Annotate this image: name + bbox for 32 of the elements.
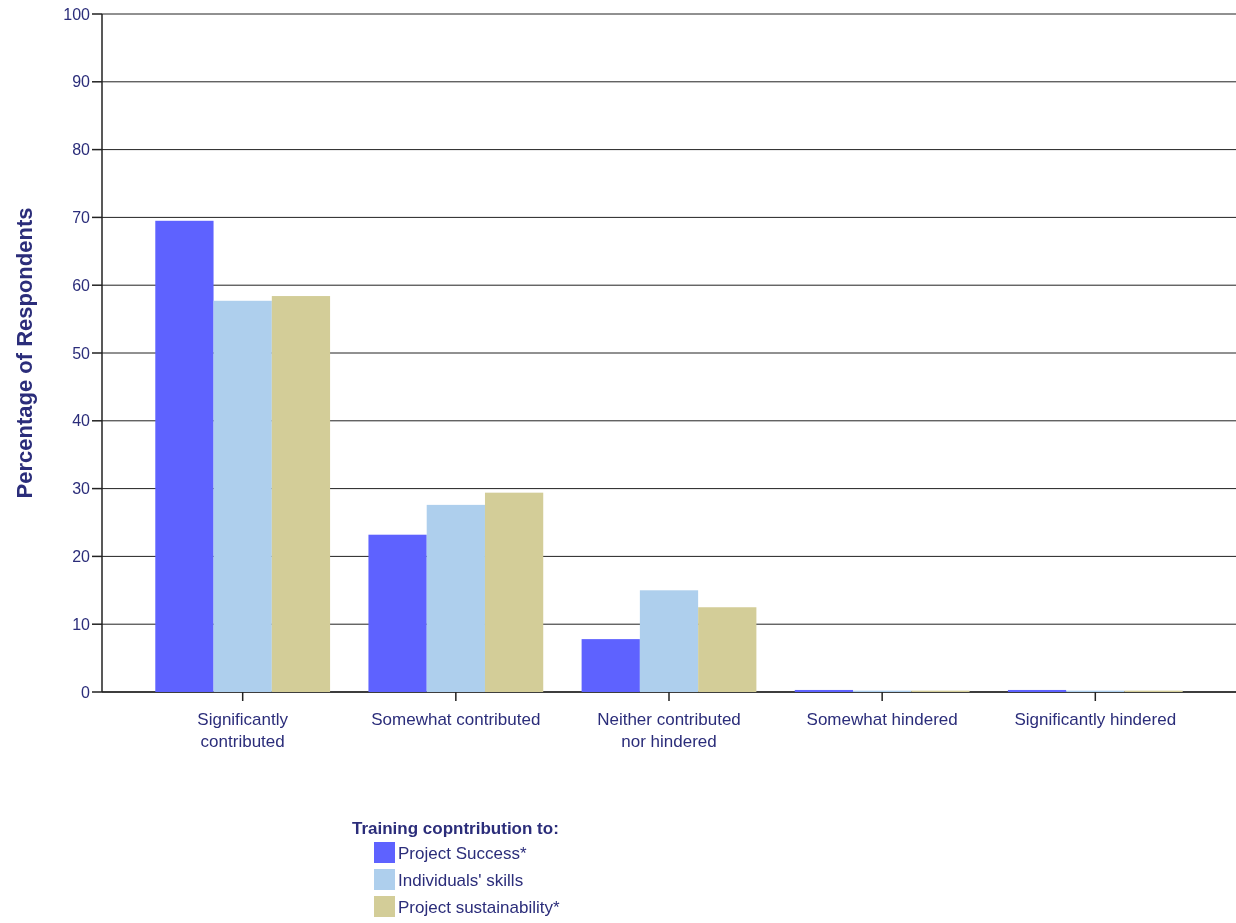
legend-label: Project Success* [398, 844, 527, 863]
y-tick-label: 70 [72, 209, 91, 226]
y-tick-label: 50 [72, 344, 91, 362]
y-tick-label: 10 [72, 615, 91, 633]
bar [271, 296, 331, 692]
x-tick-label: Neither contributed nor hindered [597, 710, 741, 751]
y-tick-label: 20 [72, 548, 91, 565]
y-tick-label: 100 [63, 5, 91, 23]
legend-title: Training copntribution to: [352, 819, 559, 838]
bar [368, 534, 427, 692]
bar [794, 689, 854, 692]
y-tick-label: 0 [81, 683, 91, 701]
bar [213, 300, 272, 692]
y-tick-label: 80 [72, 141, 91, 159]
x-tick-label: Significantly contributed [197, 710, 289, 751]
legend-label: Individuals' skills [398, 871, 524, 890]
x-tick-label: Significantly hindered [1014, 710, 1177, 729]
y-axis-title: Percentage of Respondents [12, 207, 37, 499]
bar [155, 220, 214, 692]
bar [426, 504, 485, 692]
y-tick-label: 60 [72, 276, 91, 294]
y-tick-label: 40 [72, 412, 91, 430]
bar [581, 639, 640, 692]
y-tick-label: 30 [72, 480, 91, 498]
bar [1007, 689, 1067, 692]
bar [698, 607, 757, 692]
x-tick-label: Somewhat contributed [371, 710, 541, 729]
bar [484, 492, 544, 692]
bar [639, 590, 699, 692]
y-tick-label: 90 [72, 73, 91, 91]
x-tick-label: Somewhat hindered [806, 710, 958, 729]
legend-label: Project sustainability* [398, 898, 560, 917]
